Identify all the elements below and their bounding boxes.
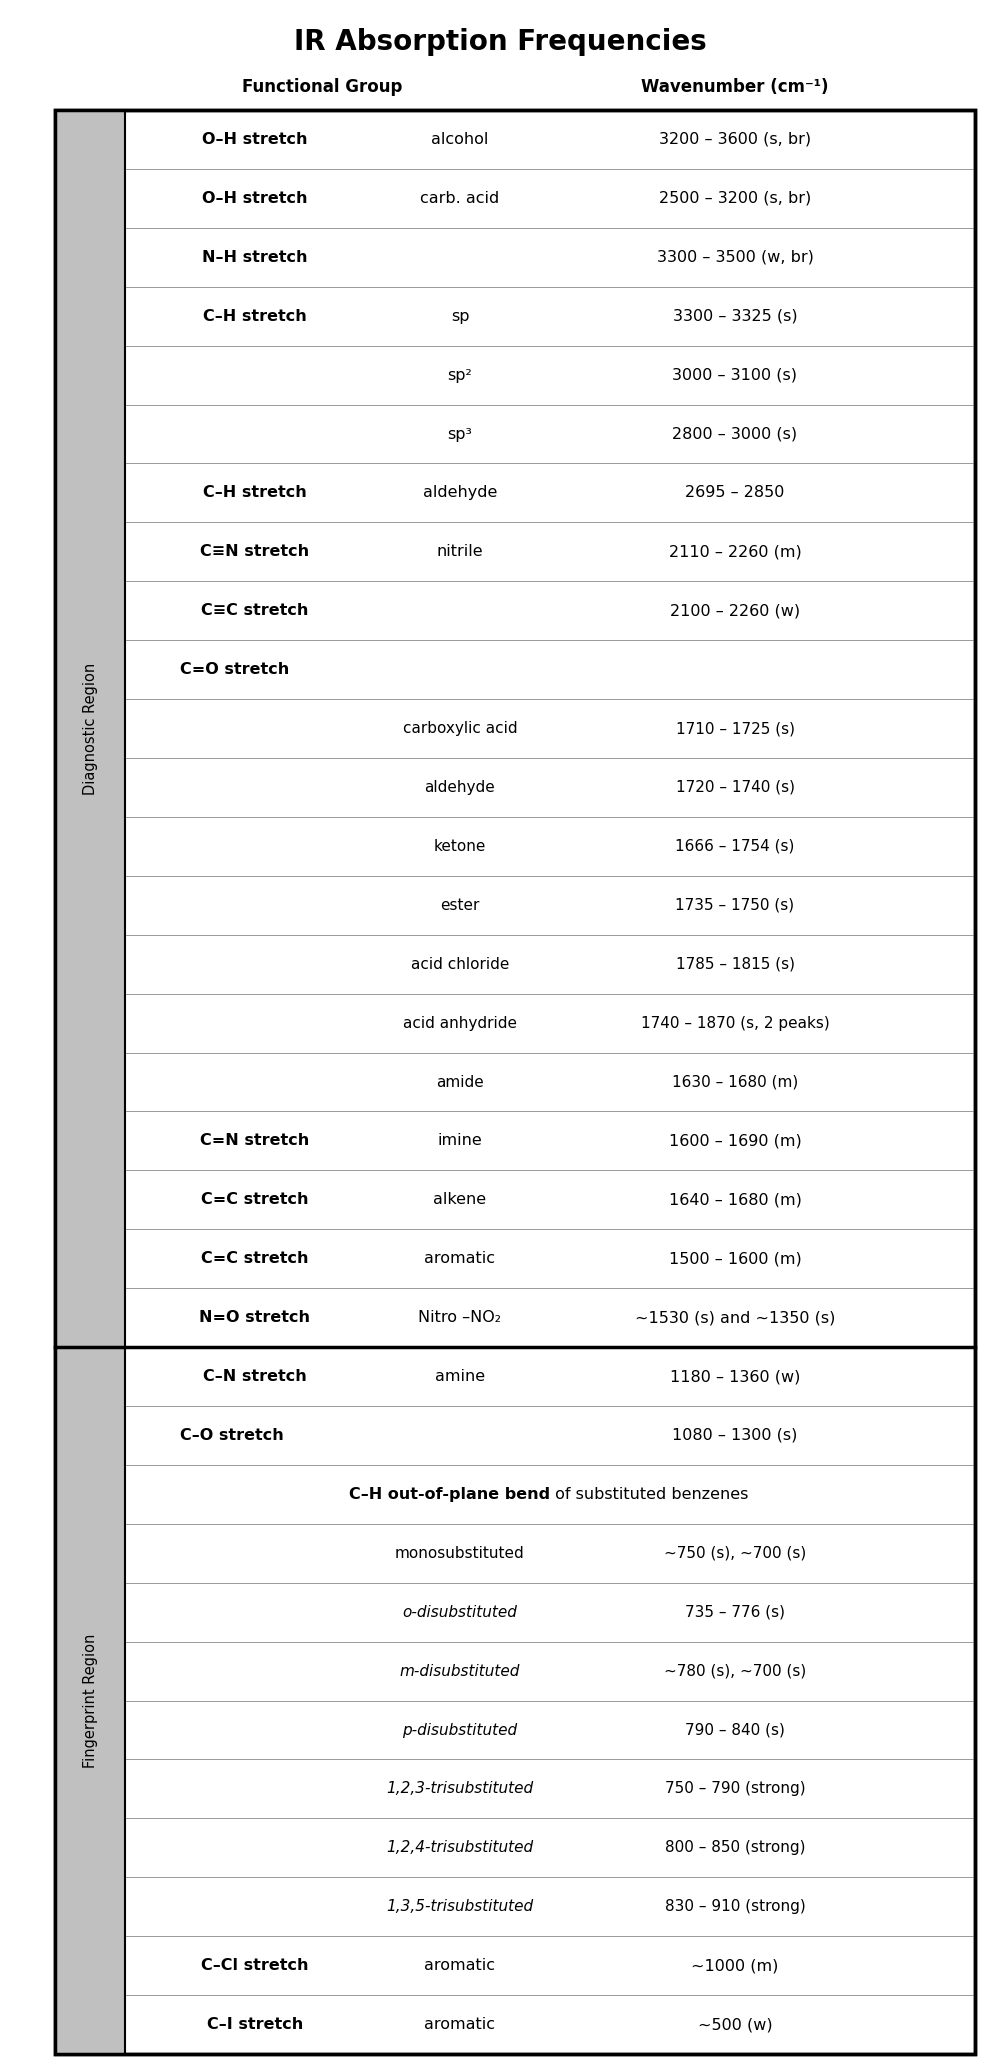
Text: 1,2,3-trisubstituted: 1,2,3-trisubstituted [386,1782,534,1796]
Text: amine: amine [435,1370,485,1384]
Text: 3300 – 3325 (s): 3300 – 3325 (s) [673,309,797,323]
Text: ~1000 (m): ~1000 (m) [691,1958,779,1973]
Text: 1785 – 1815 (s): 1785 – 1815 (s) [676,957,794,972]
Text: sp: sp [451,309,469,323]
Text: ester: ester [440,897,480,914]
Text: aldehyde: aldehyde [425,779,495,796]
Text: 800 – 850 (strong): 800 – 850 (strong) [665,1840,805,1854]
Text: Wavenumber (cm⁻¹): Wavenumber (cm⁻¹) [641,79,829,95]
Text: N=O stretch: N=O stretch [199,1310,310,1326]
Text: ~1530 (s) and ~1350 (s): ~1530 (s) and ~1350 (s) [635,1310,835,1326]
Text: amide: amide [436,1075,484,1090]
Text: aldehyde: aldehyde [423,485,497,501]
Text: IR Absorption Frequencies: IR Absorption Frequencies [294,29,706,56]
Text: 3300 – 3500 (w, br): 3300 – 3500 (w, br) [657,251,813,265]
Text: Fingerprint Region: Fingerprint Region [82,1633,98,1767]
Text: Nitro –NO₂: Nitro –NO₂ [418,1310,501,1326]
Text: C–O stretch: C–O stretch [180,1428,284,1442]
Text: O–H stretch: O–H stretch [202,191,308,205]
Text: Diagnostic Region: Diagnostic Region [82,663,98,796]
Bar [55,1347,125,2053]
Text: O–H stretch: O–H stretch [202,133,308,147]
Text: 1710 – 1725 (s): 1710 – 1725 (s) [676,721,794,736]
Text: sp³: sp³ [447,427,472,441]
Text: 1,2,4-trisubstituted: 1,2,4-trisubstituted [386,1840,534,1854]
Text: o-disubstituted: o-disubstituted [403,1604,517,1620]
Text: alcohol: alcohol [431,133,489,147]
Text: ketone: ketone [434,839,486,854]
Text: C–H out-of-plane bend: C–H out-of-plane bend [349,1488,550,1502]
Text: 2800 – 3000 (s): 2800 – 3000 (s) [672,427,798,441]
Text: acid anhydride: acid anhydride [403,1015,517,1030]
Text: 2100 – 2260 (w): 2100 – 2260 (w) [670,603,800,617]
Text: 1740 – 1870 (s, 2 peaks): 1740 – 1870 (s, 2 peaks) [641,1015,829,1030]
Text: 1500 – 1600 (m): 1500 – 1600 (m) [669,1251,801,1266]
Text: C=O stretch: C=O stretch [180,663,289,678]
Text: 1180 – 1360 (w): 1180 – 1360 (w) [670,1370,800,1384]
Bar [55,110,125,1347]
Text: acid chloride: acid chloride [411,957,509,972]
Text: 750 – 790 (strong): 750 – 790 (strong) [665,1782,805,1796]
Text: 3200 – 3600 (s, br): 3200 – 3600 (s, br) [659,133,811,147]
Text: 1,3,5-trisubstituted: 1,3,5-trisubstituted [386,1900,534,1915]
Text: 790 – 840 (s): 790 – 840 (s) [685,1722,785,1738]
Text: nitrile: nitrile [437,545,483,559]
Text: Functional Group: Functional Group [242,79,403,95]
Text: 1735 – 1750 (s): 1735 – 1750 (s) [675,897,795,914]
Text: C≡N stretch: C≡N stretch [200,545,310,559]
Text: ~750 (s), ~700 (s): ~750 (s), ~700 (s) [664,1546,806,1560]
Text: 1600 – 1690 (m): 1600 – 1690 (m) [669,1133,801,1148]
Text: C–Cl stretch: C–Cl stretch [201,1958,309,1973]
Text: C–H stretch: C–H stretch [203,309,307,323]
Text: 1720 – 1740 (s): 1720 – 1740 (s) [676,779,794,796]
Text: imine: imine [438,1133,482,1148]
Text: 735 – 776 (s): 735 – 776 (s) [685,1604,785,1620]
Text: ~500 (w): ~500 (w) [698,2016,772,2033]
Text: carb. acid: carb. acid [420,191,500,205]
Text: 2695 – 2850: 2695 – 2850 [685,485,785,501]
Text: N–H stretch: N–H stretch [202,251,308,265]
Text: alkene: alkene [433,1191,487,1208]
Text: C≡C stretch: C≡C stretch [201,603,309,617]
Text: 1666 – 1754 (s): 1666 – 1754 (s) [675,839,795,854]
Text: C–N stretch: C–N stretch [203,1370,307,1384]
Text: C–I stretch: C–I stretch [207,2016,303,2033]
Text: p-disubstituted: p-disubstituted [402,1722,518,1738]
Text: ~780 (s), ~700 (s): ~780 (s), ~700 (s) [664,1664,806,1678]
Text: 1080 – 1300 (s): 1080 – 1300 (s) [672,1428,798,1442]
Text: sp²: sp² [448,367,472,383]
Text: 2500 – 3200 (s, br): 2500 – 3200 (s, br) [659,191,811,205]
Text: 1630 – 1680 (m): 1630 – 1680 (m) [672,1075,798,1090]
Text: 1640 – 1680 (m): 1640 – 1680 (m) [669,1191,801,1208]
Text: m-disubstituted: m-disubstituted [400,1664,520,1678]
Text: aromatic: aromatic [424,1251,495,1266]
Text: C=C stretch: C=C stretch [201,1251,309,1266]
Text: aromatic: aromatic [424,2016,495,2033]
Text: 3000 – 3100 (s): 3000 – 3100 (s) [672,367,798,383]
Text: C=N stretch: C=N stretch [200,1133,310,1148]
Text: C–H stretch: C–H stretch [203,485,307,501]
Text: of substituted benzenes: of substituted benzenes [550,1488,748,1502]
Text: 2110 – 2260 (m): 2110 – 2260 (m) [669,545,801,559]
Text: aromatic: aromatic [424,1958,495,1973]
Text: monosubstituted: monosubstituted [395,1546,525,1560]
Text: 830 – 910 (strong): 830 – 910 (strong) [665,1900,805,1915]
Text: C=C stretch: C=C stretch [201,1191,309,1208]
Text: carboxylic acid: carboxylic acid [403,721,517,736]
